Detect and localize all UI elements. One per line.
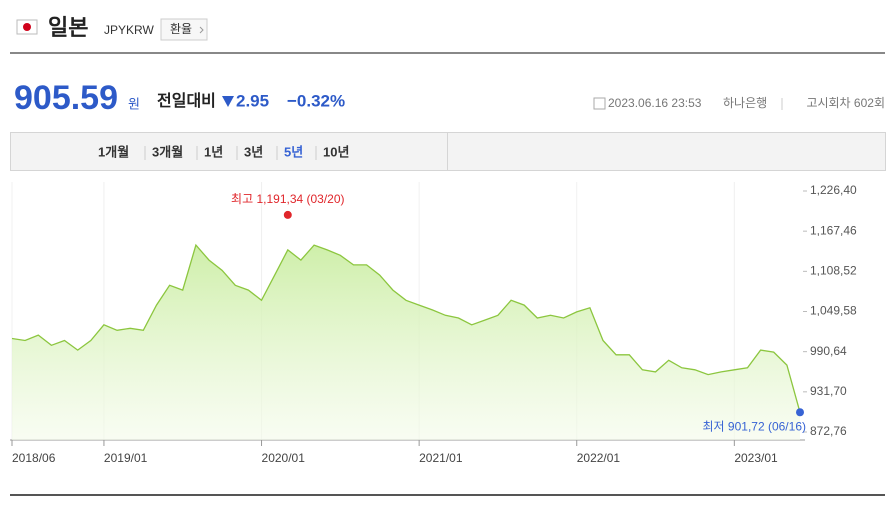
x-tick-label: 2023/01 (734, 451, 778, 465)
tab[interactable]: 5년 (284, 144, 303, 159)
annotation-label: 최저 901,72 (06/16) (703, 419, 806, 433)
annotation-label: 최고 1,191,34 (03/20) (231, 192, 344, 206)
unit: 원 (128, 96, 140, 111)
change-label: 전일대비 (157, 92, 216, 110)
price: 905.59 (14, 79, 118, 117)
tab[interactable]: 1년 (204, 144, 223, 159)
button-arrow (199, 26, 204, 34)
y-tick-label: 1,108,52 (810, 264, 857, 278)
line (11, 243, 801, 413)
x-tick-label: 2018/06 (12, 451, 56, 465)
change-pct: −0.32% (287, 91, 345, 110)
datetime: 2023.06.16 23:53 (608, 96, 702, 110)
y-tick-label: 931,70 (810, 384, 847, 398)
y-tick-label: 1,167,46 (810, 223, 857, 237)
divider (10, 52, 885, 54)
code: JPYKRW (104, 23, 154, 37)
x-tick-label: 2019/01 (104, 451, 148, 465)
x-tick-label: 2022/01 (577, 451, 621, 465)
rate-button[interactable] (160, 18, 208, 41)
bank: 하나은행 (723, 95, 767, 110)
tab[interactable]: 1개월 (98, 144, 129, 159)
tab[interactable]: 3개월 (152, 144, 183, 159)
annotation-dot (796, 408, 804, 417)
change: 2.95 (236, 91, 269, 110)
y-tick-label: 872,76 (810, 424, 847, 438)
down-arrow (222, 96, 234, 107)
country: 일본 (48, 15, 88, 40)
annotation-dot (283, 210, 292, 219)
rate-button-label[interactable]: 환율 (170, 22, 192, 36)
calendar-icon (593, 97, 606, 110)
x-tick-label: 2020/01 (262, 451, 306, 465)
tab[interactable]: 10년 (323, 144, 349, 159)
flag-sun (23, 23, 31, 31)
y-tick-label: 1,049,58 (810, 304, 857, 318)
x-tick-label: 2021/01 (419, 451, 463, 465)
tab[interactable]: 3년 (244, 144, 263, 159)
y-tick-label: 990,64 (810, 344, 847, 358)
bottom-divider (10, 494, 885, 496)
round: 고시회차 602회 (806, 96, 885, 110)
y-tick-label: 1,226,40 (810, 183, 857, 197)
area (12, 245, 800, 440)
